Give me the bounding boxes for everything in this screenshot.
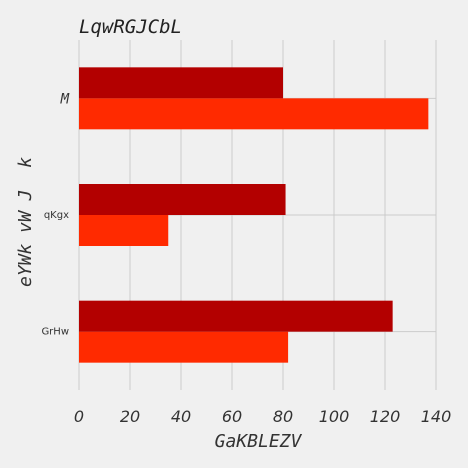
x-tick-labels: 0 20 40 60 80 100 120 140 [74, 407, 451, 426]
x-tick-label: 40 [171, 407, 191, 426]
x-tick-label: 100 [319, 407, 350, 426]
bar [79, 98, 429, 130]
bar [79, 184, 286, 215]
bars [79, 67, 429, 363]
y-tick-label: M [60, 91, 70, 107]
y-tick-label: GrHw [41, 327, 69, 338]
y-tick-labels: GrHw qKgx M [41, 91, 69, 337]
x-tick-label: 140 [421, 407, 452, 426]
x-tick-label: 20 [120, 407, 140, 426]
x-tick-label: 0 [74, 407, 84, 426]
y-tick-label: qKgx [44, 210, 69, 221]
x-tick-label: 120 [370, 407, 401, 426]
chart-title: LqwRGJCbL [79, 16, 182, 38]
bar [79, 300, 393, 332]
x-tick-label: 60 [222, 407, 242, 426]
bar [79, 331, 289, 363]
bar [79, 215, 169, 246]
x-tick-label: 80 [273, 407, 293, 426]
x-axis-label: GaKBLEZV [215, 431, 303, 452]
y-axis-label: eYWk vW J k [15, 157, 36, 287]
bar [79, 67, 283, 99]
